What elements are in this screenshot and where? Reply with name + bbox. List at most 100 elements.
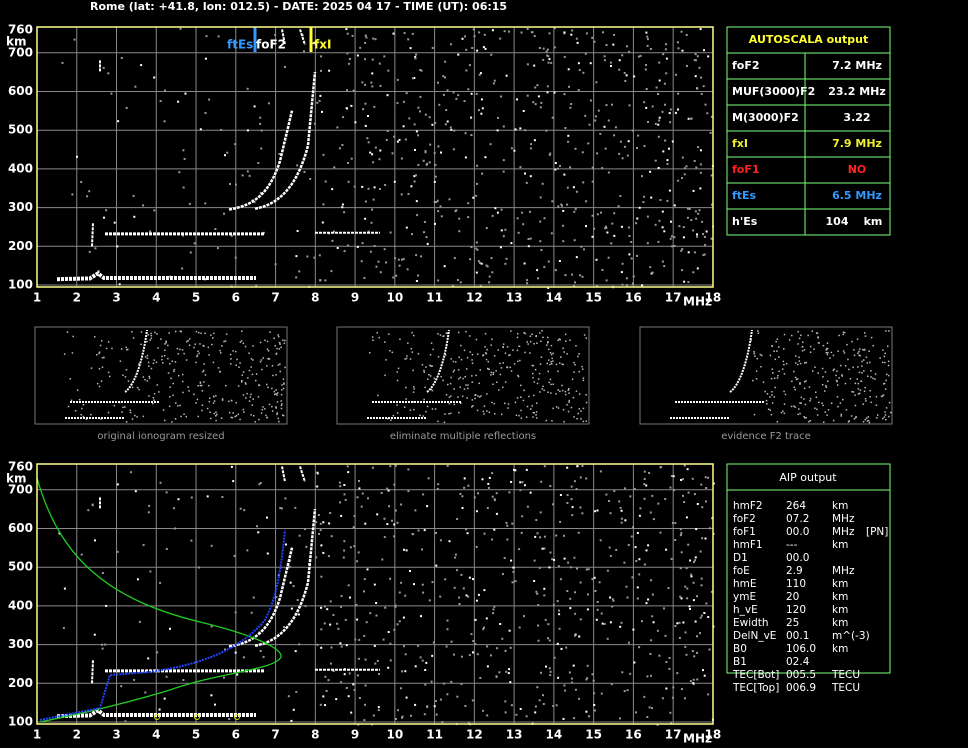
noise-dot [601, 622, 604, 625]
noise-dot [261, 409, 264, 411]
noise-dot [641, 620, 643, 623]
noise-dot [371, 72, 374, 75]
noise-dot [760, 366, 762, 368]
noise-dot [386, 523, 389, 526]
noise-dot [645, 88, 648, 90]
noise-dot [421, 659, 424, 662]
noise-dot [852, 366, 854, 369]
noise-dot [645, 64, 647, 66]
noise-dot [865, 417, 868, 419]
noise-dot [434, 175, 437, 178]
noise-dot [511, 522, 514, 525]
noise-dot [213, 332, 215, 335]
noise-dot [385, 359, 387, 361]
noise-dot [802, 341, 804, 343]
noise-dot [428, 116, 431, 119]
noise-dot [221, 398, 224, 400]
noise-dot [188, 344, 191, 346]
noise-dot [709, 527, 711, 530]
noise-dot [816, 414, 819, 416]
noise-dot [196, 355, 198, 358]
noise-dot [280, 404, 283, 407]
noise-dot [843, 352, 846, 354]
noise-dot [582, 181, 585, 184]
noise-dot [594, 115, 597, 118]
noise-dot [508, 491, 511, 494]
noise-dot [501, 573, 504, 575]
noise-dot [316, 101, 319, 104]
noise-dot [671, 522, 674, 524]
noise-dot [771, 402, 774, 404]
noise-dot [651, 494, 654, 497]
x-tick-label: 8 [311, 728, 319, 742]
noise-dot [817, 337, 819, 339]
noise-dot [367, 187, 370, 190]
noise-dot [585, 710, 588, 713]
noise-dot [469, 335, 471, 337]
noise-dot [703, 236, 706, 238]
noise-dot [407, 468, 410, 471]
noise-dot [548, 153, 551, 156]
noise-dot [446, 628, 449, 631]
noise-dot [578, 370, 580, 373]
noise-dot [484, 346, 486, 348]
noise-dot [766, 403, 768, 405]
noise-dot [426, 405, 429, 408]
noise-dot [571, 378, 574, 380]
noise-dot [696, 651, 698, 654]
noise-dot [693, 493, 696, 496]
noise-dot [396, 623, 399, 626]
noise-dot [606, 637, 609, 640]
noise-dot [431, 581, 434, 584]
noise-dot [570, 33, 573, 36]
noise-dot [509, 681, 512, 684]
noise-dot [870, 376, 872, 378]
noise-dot [549, 670, 552, 673]
noise-dot [861, 360, 863, 363]
noise-dot [327, 555, 330, 558]
noise-dot [543, 389, 545, 392]
noise-dot [246, 129, 249, 132]
noise-dot [783, 348, 785, 350]
noise-dot [343, 540, 346, 543]
noise-dot [493, 402, 496, 405]
noise-dot [375, 614, 378, 617]
noise-dot [783, 403, 786, 405]
noise-dot [800, 396, 803, 399]
noise-dot [826, 348, 829, 350]
noise-dot [458, 596, 461, 599]
noise-dot [294, 650, 297, 653]
noise-dot [237, 385, 240, 387]
noise-dot [396, 521, 399, 524]
noise-dot [386, 487, 389, 490]
noise-dot [626, 45, 628, 48]
noise-dot [593, 692, 596, 695]
noise-dot [531, 405, 533, 407]
noise-dot [276, 394, 278, 396]
noise-dot [696, 267, 699, 270]
noise-dot [658, 79, 661, 82]
noise-dot [783, 363, 785, 366]
noise-dot [274, 33, 277, 36]
noise-dot [661, 210, 664, 213]
noise-dot [460, 358, 463, 361]
noise-dot [804, 417, 806, 419]
noise-dot [577, 531, 580, 534]
noise-dot [526, 282, 529, 285]
noise-dot [488, 281, 491, 284]
noise-dot [177, 100, 180, 103]
y-tick-label: 100 [8, 278, 33, 292]
noise-dot [290, 607, 293, 610]
y-tick-label: 600 [8, 84, 33, 98]
noise-dot [468, 654, 471, 657]
noise-dot [615, 548, 618, 551]
noise-dot [251, 404, 254, 406]
y-tick-label: 700 [8, 482, 33, 496]
noise-dot [255, 284, 258, 287]
noise-dot [563, 173, 566, 176]
noise-dot [124, 406, 126, 408]
noise-dot [507, 672, 510, 675]
x-tick-label: 7 [271, 728, 279, 742]
noise-dot [133, 215, 136, 218]
noise-dot [476, 248, 479, 251]
